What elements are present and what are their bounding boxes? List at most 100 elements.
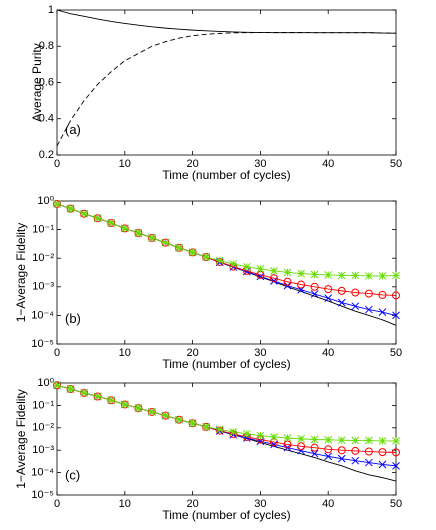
marker: [378, 290, 387, 299]
marker: [66, 204, 75, 213]
marker: [66, 385, 75, 393]
marker: [107, 396, 116, 405]
marker: [297, 442, 306, 451]
y-tick-label: 10⁻¹: [32, 399, 54, 411]
marker: [351, 288, 360, 297]
marker: [256, 431, 265, 440]
marker: [242, 429, 251, 438]
marker: [337, 446, 346, 455]
annotation: (b): [65, 311, 81, 326]
marker: [392, 462, 400, 470]
marker: [134, 404, 143, 412]
y-tick-label: 0.4: [39, 113, 54, 125]
marker: [392, 291, 400, 300]
marker: [256, 265, 265, 273]
x-tick-label: 30: [254, 498, 266, 510]
marker: [378, 272, 387, 280]
x-tick-label: 40: [322, 158, 334, 170]
marker: [351, 456, 360, 465]
x-axis-label: Time (number of cycles): [162, 357, 290, 371]
marker: [324, 435, 333, 444]
marker: [337, 271, 346, 280]
marker: [215, 425, 224, 434]
marker: [324, 452, 333, 461]
marker: [378, 437, 387, 445]
marker: [148, 234, 156, 242]
x-tick-label: 10: [119, 158, 131, 170]
x-tick-label: 0: [54, 347, 60, 359]
series-line: [56, 384, 397, 453]
marker-stroke: [365, 458, 373, 467]
series-line: [56, 203, 397, 296]
marker: [392, 437, 400, 445]
marker: [53, 200, 61, 208]
marker: [297, 435, 305, 443]
y-tick-label: 10⁻²: [32, 252, 54, 264]
series-line: [56, 9, 397, 34]
marker: [324, 271, 333, 279]
marker: [161, 411, 170, 420]
marker-stroke: [337, 298, 346, 307]
marker: [310, 290, 319, 298]
marker: [351, 302, 360, 311]
x-tick-label: 50: [390, 347, 402, 359]
marker: [107, 219, 116, 227]
marker-stroke: [297, 446, 305, 455]
marker-stroke: [310, 290, 319, 298]
y-tick-label: 0.8: [39, 40, 54, 52]
marker: [297, 280, 306, 289]
marker-stroke: [378, 308, 387, 316]
marker: [392, 311, 400, 320]
marker: [378, 448, 387, 457]
marker: [351, 271, 360, 280]
y-tick-label: 10⁰: [37, 377, 54, 389]
y-axis-label: 1−Average Fidelity: [14, 223, 28, 323]
marker: [337, 298, 346, 307]
marker: [337, 454, 346, 463]
marker: [120, 224, 129, 233]
marker: [365, 458, 373, 467]
series-line: [56, 203, 397, 316]
marker: [202, 253, 211, 261]
marker: [364, 447, 373, 456]
x-tick-label: 10: [119, 498, 131, 510]
marker: [324, 285, 333, 294]
y-tick-label: 10⁻³: [32, 444, 54, 456]
marker: [392, 271, 400, 280]
y-tick-label: 1: [48, 4, 54, 16]
marker: [80, 389, 88, 397]
marker: [310, 443, 319, 452]
x-axis-label: Time (number of cycles): [162, 508, 290, 522]
y-tick-label: 10⁻¹: [32, 224, 54, 236]
y-tick-label: 10⁻²: [32, 422, 54, 434]
marker: [283, 434, 292, 442]
marker: [175, 415, 183, 424]
marker: [310, 282, 319, 291]
x-tick-label: 40: [322, 498, 334, 510]
y-tick-label: 10⁻⁴: [31, 309, 54, 321]
marker: [297, 269, 305, 278]
marker: [310, 270, 319, 279]
annotation: (c): [65, 467, 80, 482]
y-tick-label: 10⁻⁵: [31, 338, 54, 350]
y-tick-label: 10⁰: [37, 195, 54, 207]
marker: [365, 272, 373, 280]
marker: [283, 268, 292, 277]
marker: [310, 449, 319, 458]
series-line: [56, 32, 397, 147]
marker: [392, 448, 400, 457]
marker: [324, 445, 333, 454]
x-tick-label: 20: [186, 498, 198, 510]
marker: [80, 209, 88, 218]
marker-stroke: [256, 437, 265, 446]
y-tick-label: 0.2: [39, 149, 54, 161]
marker: [270, 267, 278, 275]
marker: [337, 436, 346, 445]
x-tick-label: 50: [390, 158, 402, 170]
marker-stroke: [324, 294, 333, 303]
marker: [93, 214, 102, 223]
annotation: (a): [65, 122, 81, 137]
marker: [297, 446, 305, 455]
x-tick-label: 0: [54, 498, 60, 510]
